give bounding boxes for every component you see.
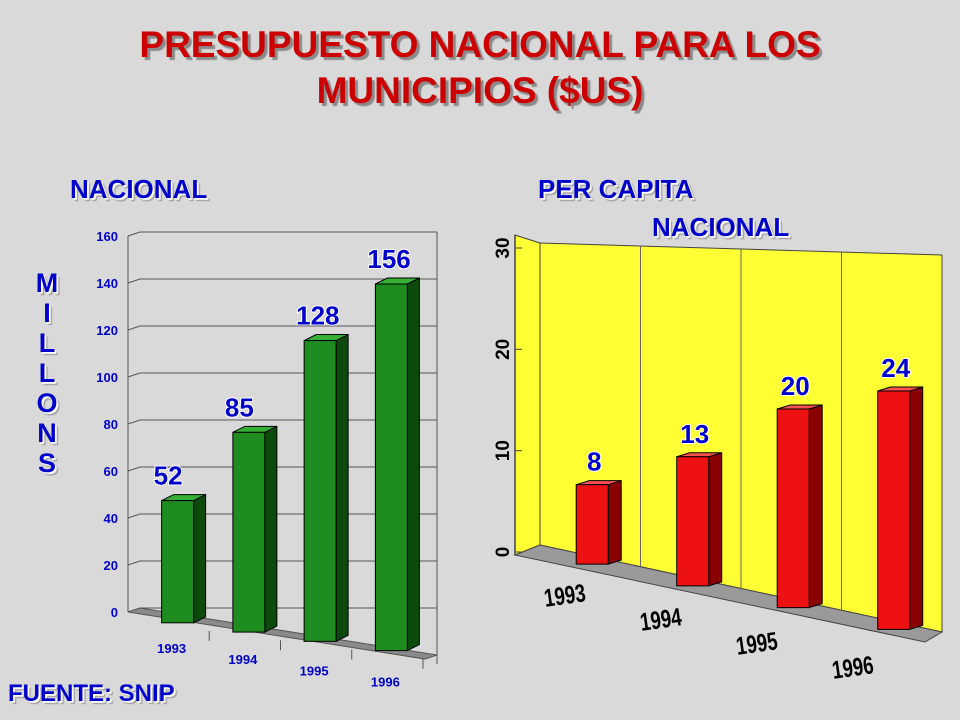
source-note: FUENTE: SNIP [8,680,175,707]
left-data-label: 85 [225,392,254,422]
y-axis-label-letter: M [35,268,59,298]
left-bar [232,431,266,633]
right-y-tick-label: 20 [493,339,514,360]
left-bar-chart: 0 20 40 60 80 100 120 140 160 52 1993 85 1994 128 1995… [96,229,438,690]
left-y-tick-label: 140 [96,276,118,291]
left-bar [303,340,337,642]
left-gridline-stub [127,466,141,472]
left-y-tick-label: 20 [104,558,118,573]
left-gridline-stub [127,513,141,519]
left-y-tick-label: 100 [96,370,118,385]
left-floor [127,607,438,660]
left-y-tick-label: 160 [96,229,118,244]
right-y-tick-label: 0 [493,547,514,558]
left-gridline-stub [127,325,141,331]
right-bar [877,390,911,630]
right-bar-side [607,479,622,565]
right-data-label: 20 [781,371,810,401]
left-gridline-stub [127,278,141,284]
right-side-wall [514,234,541,556]
left-bar [161,500,195,624]
right-bar [575,484,609,565]
left-bar-side [193,493,207,624]
right-bar [676,456,710,587]
y-axis-label-letter: I [43,298,51,328]
right-chart-heading-line-2: NACIONAL [652,212,790,242]
left-gridline-stub [127,231,141,237]
left-x-tick-label: 1995 [300,663,329,678]
left-chart-heading: NACIONAL [70,174,208,204]
right-bar-chart: 0 10 20 30 8 1993 13 1994 20 1995 24 1996 [493,234,944,685]
left-bar [374,283,408,652]
right-bar-side [909,386,924,631]
right-bar [776,408,810,609]
y-axis-label-letter: L [38,358,56,388]
left-gridline-stub [127,419,141,425]
right-data-label: 13 [680,419,709,449]
right-bar-side [808,404,823,609]
left-y-tick-label: 80 [104,417,118,432]
left-y-tick-label: 0 [111,605,118,620]
left-bar-side [264,425,278,633]
left-x-tick-label: 1996 [371,675,400,690]
left-gridline-stub [127,560,141,566]
y-axis-label-letter: O [36,388,58,418]
left-data-label: 128 [296,301,339,331]
chart-title: PRESUPUESTO NACIONAL PARA LOS MUNICIPIOS… [0,22,960,114]
left-gridline-stub [127,372,141,378]
right-chart-heading-line-1: PER CAPITA [538,174,694,204]
left-x-tick-label: 1993 [157,641,186,656]
left-y-tick-label: 40 [104,511,118,526]
y-axis-label-letter: N [37,418,57,448]
right-bar-side [708,452,723,587]
title-line-2: MUNICIPIOS ($US) [316,70,644,111]
left-y-tick-label: 60 [104,464,118,479]
right-x-tick-label: 1996 [830,651,875,685]
left-y-tick-label: 120 [96,323,118,338]
left-bar-side [406,277,420,652]
right-data-label: 24 [881,353,910,383]
right-y-tick-label: 30 [493,237,514,258]
right-x-tick-label: 1995 [734,627,779,661]
title-line-1: PRESUPUESTO NACIONAL PARA LOS [139,24,821,65]
left-data-label: 156 [367,244,410,274]
left-data-label: 52 [154,461,183,491]
right-x-tick-label: 1993 [542,579,587,613]
y-axis-label-letter: S [37,448,56,478]
right-data-label: 8 [587,447,601,477]
left-bar-side [335,333,349,643]
left-x-tick-label: 1994 [228,652,258,667]
right-y-tick-label: 10 [493,440,514,461]
y-axis-label-letter: L [38,328,56,358]
right-x-tick-label: 1994 [638,603,684,637]
right-floor [513,544,944,643]
